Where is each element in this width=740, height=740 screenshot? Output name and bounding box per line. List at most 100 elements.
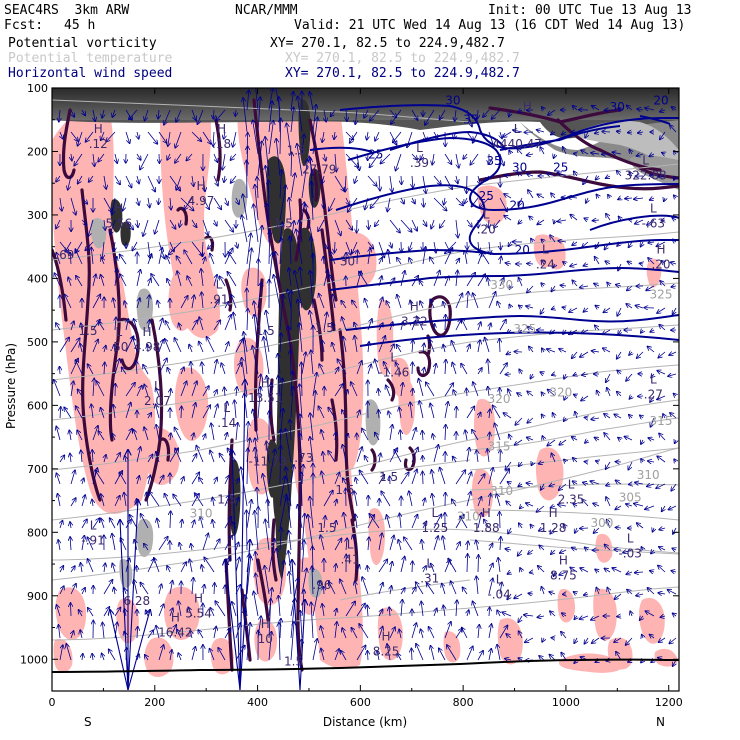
wind-vector <box>627 261 633 264</box>
wind-contour-label: 20 <box>509 198 524 212</box>
wind-vector <box>346 538 347 551</box>
wind-vector <box>466 388 467 397</box>
extremum-value: .12 <box>89 137 108 151</box>
wind-vector <box>440 219 446 228</box>
wind-vector <box>509 435 511 441</box>
wind-vector <box>390 322 393 331</box>
wind-vector <box>612 568 622 573</box>
wind-vector <box>322 131 324 142</box>
wind-vector <box>425 109 435 125</box>
wind-vector <box>164 109 171 125</box>
extremum-value: 13.51 <box>248 391 282 405</box>
wind-vector <box>393 131 402 142</box>
field-name-pv: Potential vorticity <box>8 36 157 51</box>
wind-vector <box>352 241 358 253</box>
wind-vector <box>70 338 80 353</box>
wind-vector-strong <box>239 540 250 691</box>
wind-vector <box>456 259 459 265</box>
wind-vector <box>290 465 294 485</box>
wind-vector <box>247 448 248 485</box>
wind-vector <box>421 629 424 639</box>
wind-vector <box>651 550 654 554</box>
wind-vector <box>529 216 533 220</box>
wind-vector <box>527 417 534 423</box>
wind-vector <box>409 491 413 507</box>
wind-vector <box>508 389 511 397</box>
wind-vector <box>659 547 666 550</box>
x-axis-left-end: S <box>84 715 92 729</box>
wind-vector <box>616 285 622 286</box>
wind-vector <box>400 513 402 529</box>
wind-vector <box>224 342 229 353</box>
wind-vector <box>334 538 342 551</box>
wind-vector <box>606 484 610 486</box>
wind-vector <box>547 173 556 176</box>
wind-vector <box>433 514 441 529</box>
wind-vector <box>335 432 336 441</box>
wind-vector <box>635 572 644 573</box>
wind-vector <box>191 381 197 397</box>
wind-vector <box>401 175 402 184</box>
wind-vector <box>442 584 446 595</box>
wind-vector <box>289 198 291 221</box>
wind-vector <box>192 175 194 186</box>
wind-vector <box>323 491 333 507</box>
y-tick-label: 700 <box>27 463 48 476</box>
wind-vector <box>286 467 292 507</box>
wind-vector <box>389 109 396 117</box>
wind-vector <box>597 391 599 397</box>
wind-vector <box>213 320 220 331</box>
wind-vector <box>626 304 633 309</box>
wind-vector <box>169 625 176 639</box>
extremum-marker: L <box>347 538 354 552</box>
extremum-value: .96 <box>312 578 331 592</box>
extremum-value: -.03 <box>618 546 641 560</box>
wind-vector <box>246 623 250 661</box>
wind-vector <box>649 154 655 156</box>
wind-vector <box>278 354 280 375</box>
wind-vector <box>367 364 371 375</box>
wind-vector <box>488 278 490 287</box>
wind-vector <box>375 131 380 141</box>
wind-vector <box>489 432 490 441</box>
wind-vector <box>101 258 104 265</box>
extremum-marker: H <box>194 592 203 606</box>
wind-vector <box>504 194 512 199</box>
wind-vector <box>518 330 522 332</box>
extremum-marker: L <box>483 208 490 222</box>
wind-vector <box>92 294 100 309</box>
wind-vector <box>88 219 94 236</box>
extremum-value: 2.35 <box>558 492 585 506</box>
wind-vector <box>518 549 523 556</box>
wind-vector <box>513 130 523 132</box>
wind-vector <box>346 434 348 441</box>
extremum-value: 1.88 <box>473 521 500 535</box>
wind-vector <box>276 252 281 287</box>
wind-vector <box>444 383 453 397</box>
wind-vector <box>203 257 205 265</box>
wind-vector <box>614 414 622 419</box>
wind-vector <box>202 565 204 573</box>
wind-vector <box>335 622 337 639</box>
wind-vector <box>641 547 643 550</box>
wind-vector <box>660 131 666 139</box>
wind-vector <box>519 631 523 639</box>
wind-vector <box>411 153 417 160</box>
wind-vector <box>503 413 512 419</box>
wind-vector <box>60 521 63 529</box>
wind-vector <box>590 481 600 484</box>
wind-vector <box>298 96 303 133</box>
wind-vector <box>559 572 567 575</box>
wind-vector <box>81 495 85 507</box>
wind-vector <box>180 381 187 397</box>
wind-vector <box>348 197 358 212</box>
wind-vector <box>558 220 567 222</box>
extremum-value: 1.5 <box>379 470 398 484</box>
wind-vector <box>542 414 545 418</box>
wind-vector <box>345 153 358 167</box>
wind-vector <box>519 305 522 308</box>
wind-vector <box>370 197 380 208</box>
wind-vector <box>646 285 655 290</box>
wind-vector <box>288 326 292 353</box>
wind-vector <box>192 520 195 529</box>
